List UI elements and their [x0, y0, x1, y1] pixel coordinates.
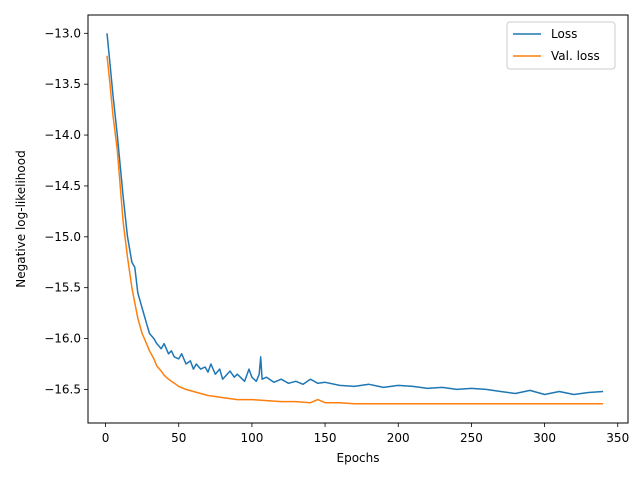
y-tick-label: −16.0: [44, 332, 81, 346]
series-line-val-loss: [106, 55, 604, 405]
series-layer: [106, 33, 604, 405]
y-axis-label: Negative log-likelihood: [14, 150, 28, 287]
y-tick-label: −14.0: [44, 128, 81, 142]
y-tick-label: −15.0: [44, 230, 81, 244]
y-tick-label: −14.5: [44, 179, 81, 193]
x-tick-label: 350: [606, 431, 629, 445]
x-axis-ticks: 0 50 100 150 200 250 300 350: [102, 423, 629, 445]
series-line-loss: [106, 33, 604, 396]
x-tick-label: 150: [314, 431, 337, 445]
plot-frame: [87, 14, 629, 424]
plot-area: [88, 15, 628, 423]
x-axis-label: Epochs: [337, 451, 380, 465]
y-tick-label: −13.5: [44, 77, 81, 91]
x-tick-label: 200: [387, 431, 410, 445]
x-tick-label: 300: [533, 431, 556, 445]
legend-label-loss: Loss: [551, 27, 577, 41]
x-tick-label: 250: [460, 431, 483, 445]
y-tick-label: −16.5: [44, 382, 81, 396]
legend: Loss Val. loss: [506, 21, 616, 70]
x-tick-label: 0: [102, 431, 110, 445]
x-tick-label: 50: [171, 431, 186, 445]
x-tick-label: 100: [240, 431, 263, 445]
legend-label-val-loss: Val. loss: [551, 49, 600, 63]
y-axis-ticks: −13.0 −13.5 −14.0 −14.5 −15.0 −15.5 −16.0 −16.5: [44, 26, 88, 396]
y-tick-label: −15.5: [44, 281, 81, 295]
y-tick-label: −13.0: [44, 26, 81, 40]
